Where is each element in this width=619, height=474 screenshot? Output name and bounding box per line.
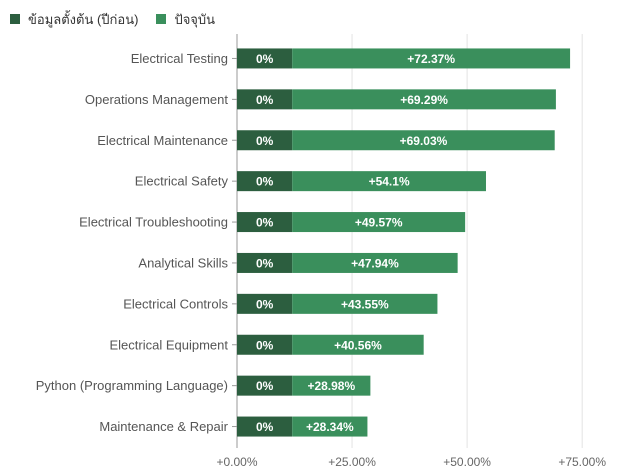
category-label: Electrical Equipment [110,337,229,352]
bar-baseline-label: 0% [256,338,274,352]
x-tick-label: +75.00% [558,455,606,469]
bar-current-label: +69.03% [400,134,448,148]
category-label: Electrical Controls [123,296,228,311]
bar-baseline [237,48,293,69]
bar-current [292,252,458,273]
bar-baseline-label: 0% [256,420,274,434]
legend-label-current: ปัจจุบัน [174,11,216,27]
category-label: Electrical Safety [135,174,229,189]
category-label: Python (Programming Language) [36,378,228,393]
legend-swatch-current [156,14,167,24]
bar-current-label: +72.37% [407,52,455,66]
legend-item-baseline[interactable]: ข้อมูลตั้งต้น (ปีก่อน) [10,9,138,30]
bar-current-label: +49.57% [355,216,403,230]
chart-legend: ข้อมูลตั้งต้น (ปีก่อน) ปัจจุบัน [10,8,233,30]
bar-current-label: +28.98% [307,379,355,393]
category-label: Maintenance & Repair [99,419,228,434]
bar-current-label: +43.55% [341,297,389,311]
bar-baseline [237,89,293,110]
bar-current [292,293,438,314]
bar-current-label: +28.34% [306,420,354,434]
bar-baseline-label: 0% [256,93,274,107]
bar-baseline-label: 0% [256,52,274,66]
category-label: Operations Management [85,92,228,107]
bar-current-label: +40.56% [334,338,382,352]
bar-current-label: +54.1% [369,175,410,189]
bar-baseline [237,212,293,233]
x-tick-label: +50.00% [443,455,491,469]
bar-baseline-label: 0% [256,297,274,311]
bar-baseline-label: 0% [256,134,274,148]
bar-baseline [237,375,293,396]
category-label: Electrical Maintenance [97,133,228,148]
bar-baseline [237,130,293,151]
bar-baseline [237,293,293,314]
bar-current-label: +47.94% [351,256,399,270]
bar-baseline-label: 0% [256,216,274,230]
bar-current [292,171,486,192]
bar-baseline-label: 0% [256,175,274,189]
bar-current [292,130,555,151]
bar-current [292,48,571,69]
bar-current [292,375,371,396]
bar-baseline [237,334,293,355]
category-label: Analytical Skills [138,255,228,270]
bar-baseline [237,416,293,437]
legend-swatch-baseline [10,14,20,24]
bar-baseline-label: 0% [256,379,274,393]
legend-item-current[interactable]: ปัจจุบัน [156,9,215,30]
bar-baseline-label: 0% [256,256,274,270]
category-label: Electrical Troubleshooting [79,215,228,230]
x-tick-label: +25.00% [328,455,376,469]
bar-current-label: +69.29% [400,93,448,107]
bar-current [292,89,556,110]
bar-current [292,416,368,437]
x-tick-label: +0.00% [216,455,257,469]
bar-baseline [237,252,293,273]
bar-baseline [237,171,293,192]
legend-label-baseline: ข้อมูลตั้งต้น (ปีก่อน) [28,11,139,27]
bar-current [292,334,424,355]
bar-current [292,212,466,233]
category-label: Electrical Testing [131,51,228,66]
